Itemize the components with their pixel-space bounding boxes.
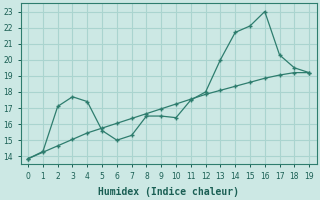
X-axis label: Humidex (Indice chaleur): Humidex (Indice chaleur)	[98, 186, 239, 197]
